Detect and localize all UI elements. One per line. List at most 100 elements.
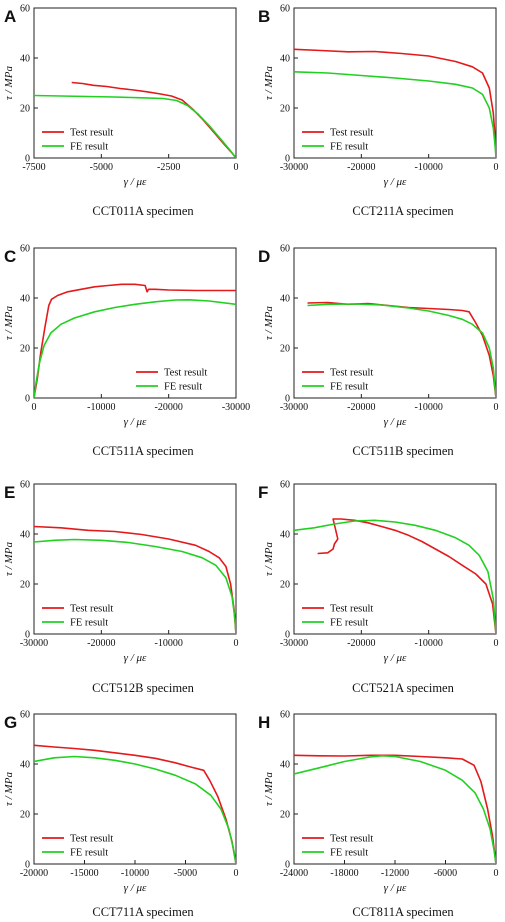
fe-result-line (294, 519, 496, 634)
x-tick-label: 0 (494, 638, 499, 649)
legend-label: Test result (330, 834, 373, 845)
panel-caption: CCT711A specimen (92, 905, 194, 919)
y-tick-label: 40 (20, 530, 30, 541)
x-axis-label: γ / με (384, 652, 407, 664)
panel-letter: D (258, 247, 270, 266)
plot-frame (293, 713, 497, 865)
test-result-line (317, 518, 496, 634)
fe-result-line (34, 94, 236, 158)
test-result-line (34, 283, 236, 398)
x-axis-label: γ / με (384, 416, 407, 428)
x-tick-label: -30000 (20, 638, 48, 649)
legend-label: FE result (330, 618, 368, 629)
x-axis-label: γ / με (124, 652, 147, 664)
x-tick-label: -18000 (330, 868, 358, 879)
y-tick-label: 40 (20, 54, 30, 65)
x-tick-label: 0 (234, 868, 239, 879)
y-tick-label: 0 (285, 154, 290, 165)
y-axis-label: τ / MPa (3, 542, 15, 576)
y-tick-label: 20 (20, 580, 30, 591)
y-tick-label: 60 (20, 480, 30, 491)
x-tick-label: -20000 (154, 402, 182, 413)
fe-result-line (307, 303, 496, 398)
fe-result-line (294, 754, 496, 864)
panel-caption: CCT211A specimen (352, 204, 454, 218)
y-tick-label: 60 (280, 4, 290, 15)
legend-label: Test result (330, 368, 373, 379)
x-tick-label: 0 (234, 162, 239, 173)
y-tick-label: 40 (280, 294, 290, 305)
y-axis-label: τ / MPa (3, 306, 15, 340)
panel-c: C 0 -10000 -20000 -30000 0 20 40 60 γ / με τ / MPa… (3, 244, 250, 459)
panel-caption: CCT511A specimen (92, 444, 194, 458)
x-tick-label: -10000 (121, 868, 149, 879)
test-result-line (294, 48, 496, 158)
fe-result-line (34, 755, 236, 864)
x-axis-label: γ / με (124, 882, 147, 894)
y-tick-label: 40 (280, 760, 290, 771)
x-tick-label: -20000 (347, 162, 375, 173)
x-axis-label: γ / με (124, 176, 147, 188)
y-tick-label: 40 (20, 294, 30, 305)
y-tick-label: 40 (20, 760, 30, 771)
test-result-line (34, 525, 236, 634)
panel-b: B -30000 -20000 -10000 0 0 20 40 60 γ / με τ / MPa… (258, 4, 499, 219)
y-tick-label: 60 (280, 710, 290, 721)
legend-label: Test result (330, 128, 373, 139)
x-tick-label: -30000 (280, 162, 308, 173)
x-tick-label: -5000 (90, 162, 113, 173)
x-axis-label: γ / με (124, 416, 147, 428)
x-tick-label: 0 (32, 402, 37, 413)
y-tick-label: 60 (20, 244, 30, 255)
plot-frame (33, 483, 237, 635)
y-axis-label: τ / MPa (3, 66, 15, 100)
y-tick-label: 40 (280, 54, 290, 65)
panel-letter: H (258, 713, 270, 732)
x-tick-label: 0 (234, 638, 239, 649)
panel-letter: B (258, 7, 270, 26)
panel-d: D -30000 -20000 -10000 0 0 20 40 60 γ / με τ / MPa… (258, 244, 499, 459)
legend-label: FE result (330, 142, 368, 153)
x-tick-label: -30000 (280, 402, 308, 413)
x-tick-label: -7500 (22, 162, 45, 173)
y-tick-label: 0 (285, 860, 290, 871)
test-result-line (34, 744, 236, 864)
y-tick-label: 60 (20, 710, 30, 721)
y-tick-label: 0 (25, 394, 30, 405)
legend-label: FE result (330, 382, 368, 393)
panel-e: E -30000 -20000 -10000 0 0 20 40 60 γ / με τ / MPa… (3, 480, 239, 696)
panel-caption: CCT512B specimen (92, 681, 194, 695)
panel-letter: C (4, 247, 16, 266)
legend-label: FE result (330, 848, 368, 859)
x-tick-label: -10000 (414, 638, 442, 649)
panel-g: G -20000 -15000 -10000 -5000 0 0 20 40 60 γ / με τ … (3, 710, 239, 920)
plot-frame (33, 247, 237, 399)
plot-frame (293, 247, 497, 399)
y-tick-label: 20 (280, 810, 290, 821)
x-tick-label: -20000 (87, 638, 115, 649)
y-axis-label: τ / MPa (3, 772, 15, 806)
x-tick-label: -6000 (434, 868, 457, 879)
y-axis-label: τ / MPa (263, 66, 275, 100)
legend-label: Test result (70, 834, 113, 845)
plot-frame (293, 483, 497, 635)
test-result-line (294, 754, 496, 864)
x-tick-label: -20000 (20, 868, 48, 879)
y-tick-label: 60 (20, 4, 30, 15)
y-tick-label: 20 (20, 344, 30, 355)
y-tick-label: 0 (285, 394, 290, 405)
x-tick-label: -10000 (414, 402, 442, 413)
panel-a: A -7500 -5000 -2500 0 0 20 40 60 γ / με τ / MPa Tes… (3, 4, 239, 219)
panel-h: H -24000 -18000 -12000 -6000 0 0 20 40 60 γ / με τ … (258, 710, 499, 920)
y-axis-label: τ / MPa (263, 306, 275, 340)
x-tick-label: -10000 (154, 638, 182, 649)
y-tick-label: 20 (20, 104, 30, 115)
legend-label: Test result (330, 604, 373, 615)
y-tick-label: 60 (280, 480, 290, 491)
y-tick-label: 40 (280, 530, 290, 541)
x-tick-label: 0 (494, 868, 499, 879)
y-axis-label: τ / MPa (263, 772, 275, 806)
x-tick-label: -15000 (70, 868, 98, 879)
x-tick-label: -20000 (347, 638, 375, 649)
fe-result-line (34, 298, 236, 398)
